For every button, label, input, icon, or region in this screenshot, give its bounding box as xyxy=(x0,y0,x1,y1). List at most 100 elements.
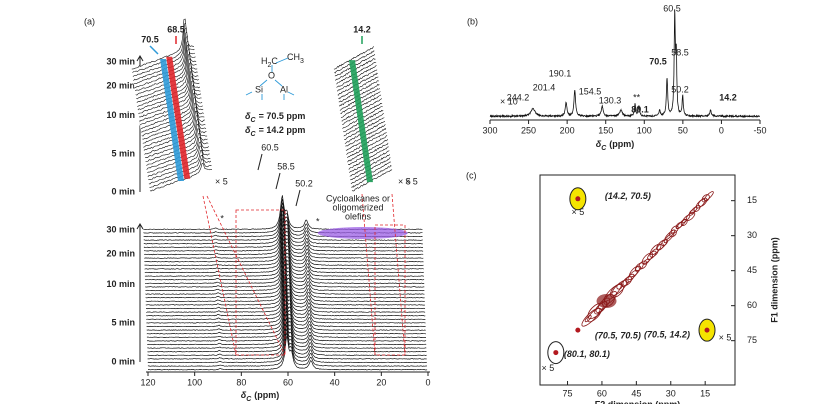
cross-peak-label: (14.2, 70.5) xyxy=(605,191,651,201)
x-tick-label: 80 xyxy=(236,377,246,387)
x-tick-label: 60 xyxy=(283,377,293,387)
cross-peak xyxy=(575,196,581,202)
spectrum-trace xyxy=(147,310,427,346)
x-tick-label: 100 xyxy=(187,377,202,387)
cross-peak xyxy=(575,327,581,333)
structure-label: O xyxy=(268,70,275,80)
stars: ** xyxy=(633,92,641,102)
spectrum-trace xyxy=(147,328,427,364)
peak-label: 244.2 xyxy=(507,92,530,102)
annotation: oligomerized xyxy=(332,202,383,212)
x-tick-label: 0 xyxy=(719,125,724,135)
spectrum-trace xyxy=(144,220,424,256)
peak-label: 130.3 xyxy=(599,95,622,105)
x-tick-label: -50 xyxy=(753,125,766,135)
panel-label: (b) xyxy=(467,16,478,26)
subscript: 3 xyxy=(300,58,304,65)
inset-fill xyxy=(149,158,212,192)
spectrum-trace xyxy=(146,292,426,328)
x-tick-label: 30 xyxy=(666,388,676,398)
peak-label: 14.2 xyxy=(719,92,737,102)
time-label: 20 min xyxy=(106,80,135,90)
structure-label: H2C xyxy=(261,56,278,68)
x-tick-label: 200 xyxy=(560,125,575,135)
time-label: 20 min xyxy=(106,249,135,259)
spectrum-trace xyxy=(146,274,426,310)
inset-fill xyxy=(146,133,209,170)
connector xyxy=(202,195,237,356)
spectrum-trace xyxy=(147,321,427,357)
contour xyxy=(670,225,679,234)
spectrum-trace xyxy=(146,307,427,342)
cross-peak xyxy=(553,350,559,356)
bonds xyxy=(245,57,295,100)
text-part: (ppm) xyxy=(254,390,279,400)
contour xyxy=(620,279,629,287)
x-tick-label: 40 xyxy=(330,377,340,387)
contour xyxy=(661,239,669,246)
spectrum-trace xyxy=(147,335,428,371)
x-axis-label: F2 dimension (ppm) xyxy=(595,399,681,404)
text-part: = 14.2 ppm xyxy=(259,125,306,135)
shift-label: δC = 70.5 ppm xyxy=(245,111,305,123)
time-label: 0 min xyxy=(111,356,135,366)
contour xyxy=(698,197,708,207)
x-tick-label: 100 xyxy=(637,125,652,135)
spectrum-trace xyxy=(144,228,424,263)
inset-fill xyxy=(148,155,211,188)
spectrum xyxy=(489,9,761,119)
x-tick-label: 250 xyxy=(521,125,536,135)
inset-fill xyxy=(134,36,197,88)
inset-band xyxy=(166,56,191,179)
peak-label: 60.5 xyxy=(261,142,279,152)
x-tick-label: 300 xyxy=(482,125,497,135)
inset-fill xyxy=(137,62,200,111)
inset-fill xyxy=(146,136,209,174)
time-label: 10 min xyxy=(106,110,135,120)
cross-peak-label: (70.5, 70.5) xyxy=(595,331,641,341)
inset-band xyxy=(349,60,373,183)
inset-fill xyxy=(139,76,201,121)
inset-fill xyxy=(133,32,196,85)
zoom-box xyxy=(235,209,406,356)
contour xyxy=(649,248,659,258)
inset-fill xyxy=(150,163,212,195)
x-tick-label: 0 xyxy=(425,377,430,387)
connector xyxy=(391,193,406,356)
scale-label: × 5 xyxy=(571,207,584,217)
inset-scale: × 5 xyxy=(215,176,228,186)
scale-label: × 10 xyxy=(500,96,518,106)
cross-peak xyxy=(704,327,710,333)
peak-label: 58.5 xyxy=(671,47,689,57)
inset-trace xyxy=(131,18,195,70)
contour xyxy=(643,258,650,265)
time-label: 30 min xyxy=(106,224,135,234)
inset-scale: × 5 xyxy=(398,176,411,186)
peak-arrow xyxy=(295,189,301,207)
inset-peak-label: 68.5 xyxy=(167,24,185,34)
subscript: C xyxy=(601,145,607,152)
inset-peak-label: 70.5 xyxy=(141,34,159,44)
y-tick-label: 45 xyxy=(747,265,757,275)
time-label: 0 min xyxy=(111,186,135,196)
contour xyxy=(703,191,714,201)
spectrum-fill xyxy=(148,335,428,372)
spectrum-trace xyxy=(145,271,425,306)
contour xyxy=(649,243,662,256)
spectrum-trace xyxy=(143,217,424,252)
cross-peak-label: (70.5, 14.2) xyxy=(644,330,690,340)
spectrum-trace xyxy=(145,256,425,292)
inset-fill xyxy=(135,49,198,99)
x-tick-label: 75 xyxy=(563,388,573,398)
spectrum-trace xyxy=(146,285,426,321)
scale-label: × 5 xyxy=(541,363,554,373)
spectrum-trace xyxy=(147,317,427,353)
time-label: 5 min xyxy=(111,318,135,328)
peak-label: 190.1 xyxy=(549,68,572,78)
peak-label: 70.5 xyxy=(649,56,667,66)
annotation: olefins xyxy=(345,211,372,221)
spectrum-trace xyxy=(144,245,425,281)
peak-label: 201.4 xyxy=(533,82,556,92)
